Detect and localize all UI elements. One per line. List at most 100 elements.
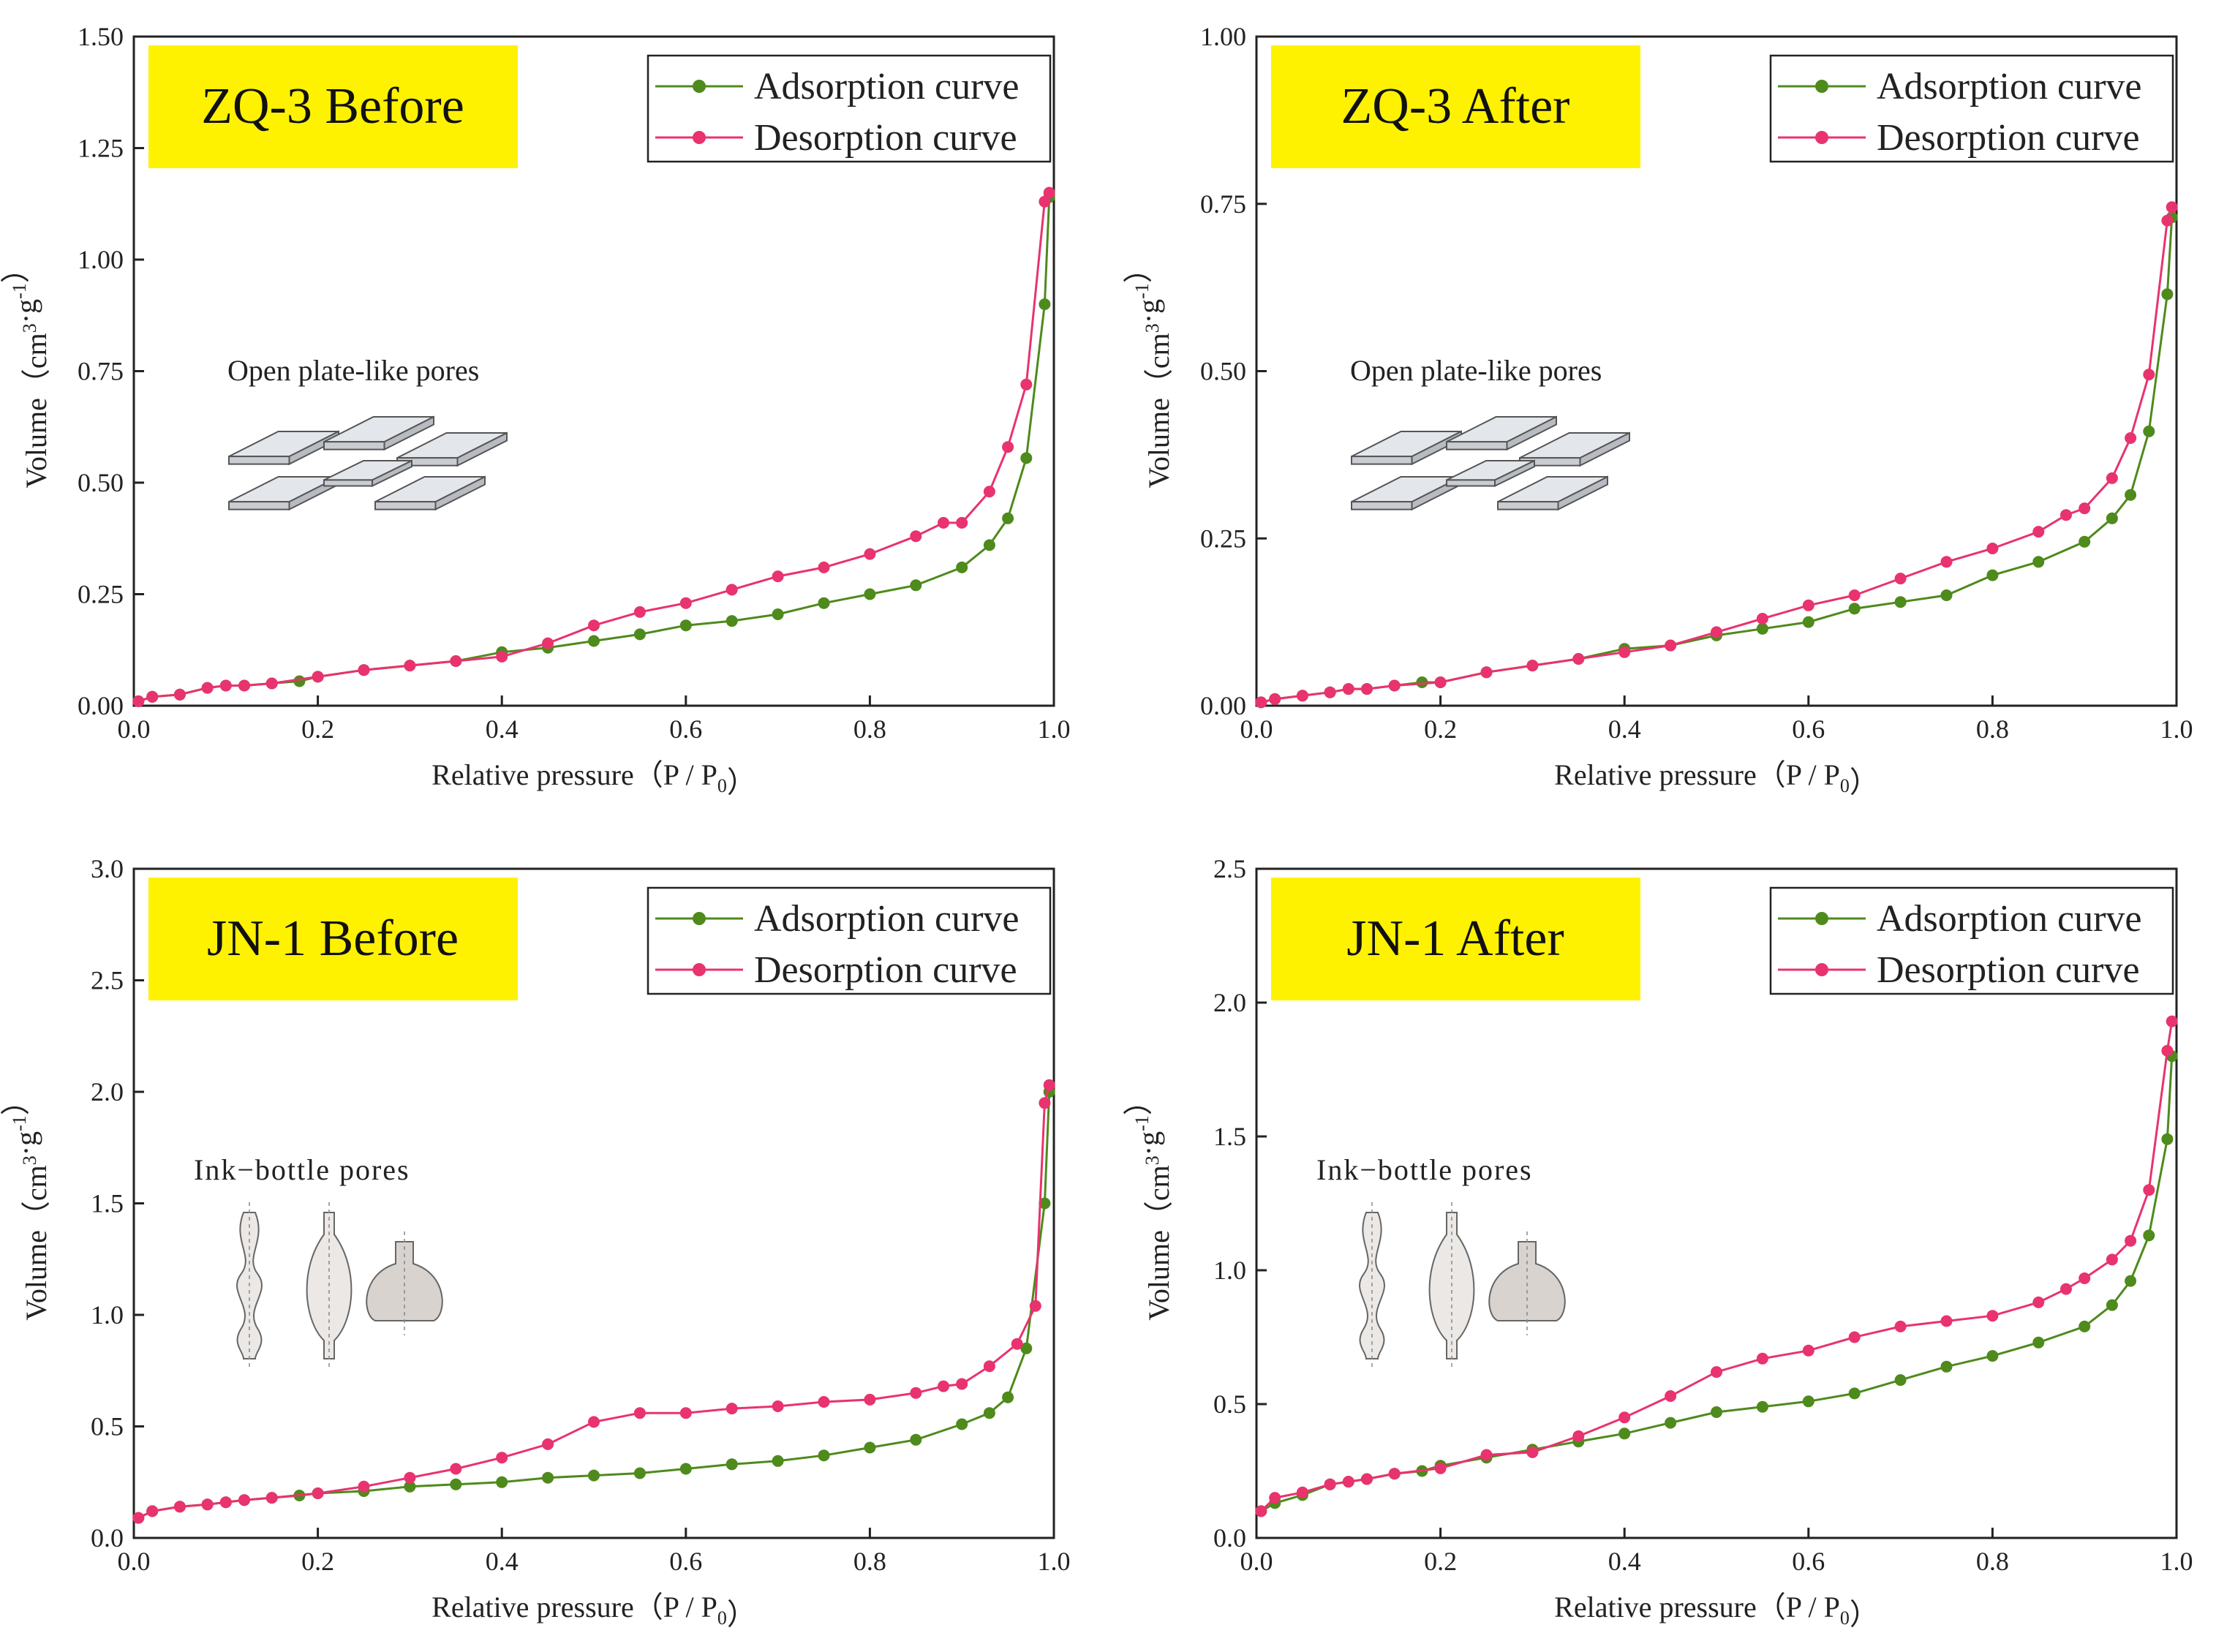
desorption-point [910,530,922,543]
adsorption-point [2079,535,2091,548]
adsorption-point [1894,1374,1907,1387]
desorption-point [146,1505,159,1517]
desorption-point [404,660,416,672]
adsorption-point [772,608,784,620]
plate-side [434,475,486,511]
panel-title: JN-1 Before [207,910,459,967]
desorption-point [983,486,995,498]
desorption-line [1260,1021,2174,1512]
y-tick-label: 0.75 [1200,189,1246,219]
adsorption-point [1802,1395,1814,1408]
desorption-point [1361,1473,1373,1485]
desorption-line [137,192,1051,703]
plate-edge [374,501,437,510]
desorption-point [818,1396,830,1408]
adsorption-point [2125,489,2137,501]
adsorption-point [633,1467,646,1479]
desorption-point [1043,186,1055,199]
desorption-point [1848,1331,1861,1343]
adsorption-point [818,1449,830,1462]
desorption-point [404,1471,416,1484]
desorption-point [238,1494,250,1506]
desorption-point [726,584,738,596]
adsorption-point [2079,1320,2091,1332]
desorption-point [1020,378,1033,391]
y-tick-label: 1.5 [1213,1122,1246,1151]
legend-marker [1815,80,1828,93]
desorption-point [542,1438,554,1450]
x-axis-title: Relative pressure（P / P0） [1554,758,1879,799]
legend-label: Adsorption curve [1877,66,2141,108]
adsorption-point [588,635,600,647]
adsorption-point [1802,616,1814,628]
x-tick-label: 0.2 [1424,1547,1457,1576]
x-axis-title: Relative pressure（P / P0） [1554,1591,1879,1631]
panel-title: ZQ-3 Before [201,78,464,135]
x-tick-label: 0.4 [486,714,519,744]
y-tick-label: 0.00 [78,691,124,720]
legend-marker [693,80,706,93]
adsorption-point [983,1407,995,1419]
y-tick-label: 1.00 [1200,22,1246,51]
panel-title: ZQ-3 After [1341,78,1570,135]
desorption-point [238,679,250,692]
desorption-point [864,1393,876,1406]
desorption-point [633,1407,646,1419]
desorption-point [219,1496,232,1509]
y-axis-title: Volume（cm3·g-1） [0,1086,53,1321]
y-tick-label: 2.0 [91,1077,124,1106]
desorption-point [1802,599,1814,611]
desorption-point [1002,441,1014,453]
y-axis-title: Volume（cm3·g-1） [1122,254,1175,489]
legend-label: Desorption curve [754,117,1017,159]
legend-marker [1815,963,1828,976]
desorption-point [1434,676,1447,688]
desorption-point [1324,686,1336,698]
plate-side [456,431,508,467]
x-tick-label: 0.2 [301,714,334,744]
desorption-point [956,1378,968,1390]
x-tick-label: 0.4 [1608,1547,1641,1576]
desorption-point [201,1498,214,1511]
y-tick-label: 1.50 [78,22,124,51]
panel-title: JN-1 After [1346,910,1564,967]
desorption-point [1618,646,1631,658]
desorption-point [588,1416,600,1428]
adsorption-point [2161,288,2174,301]
desorption-point [312,671,324,683]
adsorption-point [1756,622,1768,635]
y-tick-label: 2.5 [1213,854,1246,883]
desorption-point [2079,1272,2091,1284]
desorption-point [910,1387,922,1399]
legend-marker [1815,912,1828,925]
x-tick-label: 1.0 [1038,1547,1071,1576]
desorption-point [2125,1234,2137,1247]
desorption-point [2166,201,2178,214]
adsorption-point [542,1471,554,1484]
desorption-point [1940,556,1953,568]
x-tick-label: 0.0 [1240,1547,1273,1576]
desorption-point [1572,653,1585,665]
desorption-point [219,679,232,692]
adsorption-point [983,539,995,551]
x-tick-label: 0.6 [669,1547,702,1576]
legend-marker [1815,131,1828,144]
desorption-point [1296,690,1308,702]
desorption-point [2143,369,2155,381]
panel-title-box [1271,45,1640,168]
x-tick-label: 0.8 [1976,714,2009,744]
desorption-point [1756,613,1768,625]
desorption-point [1029,1300,1041,1312]
x-tick-label: 0.0 [118,714,151,744]
adsorption-point [726,615,738,627]
plate-edge [1446,479,1496,487]
x-tick-label: 1.0 [2160,1547,2193,1576]
desorption-point [2106,1253,2118,1266]
legend-marker [693,963,706,976]
y-tick-label: 3.0 [91,854,124,883]
desorption-point [1269,1492,1281,1504]
desorption-point [679,597,692,609]
plate-side [383,415,434,451]
desorption-point [265,1492,278,1504]
plate-edge [1351,456,1413,465]
